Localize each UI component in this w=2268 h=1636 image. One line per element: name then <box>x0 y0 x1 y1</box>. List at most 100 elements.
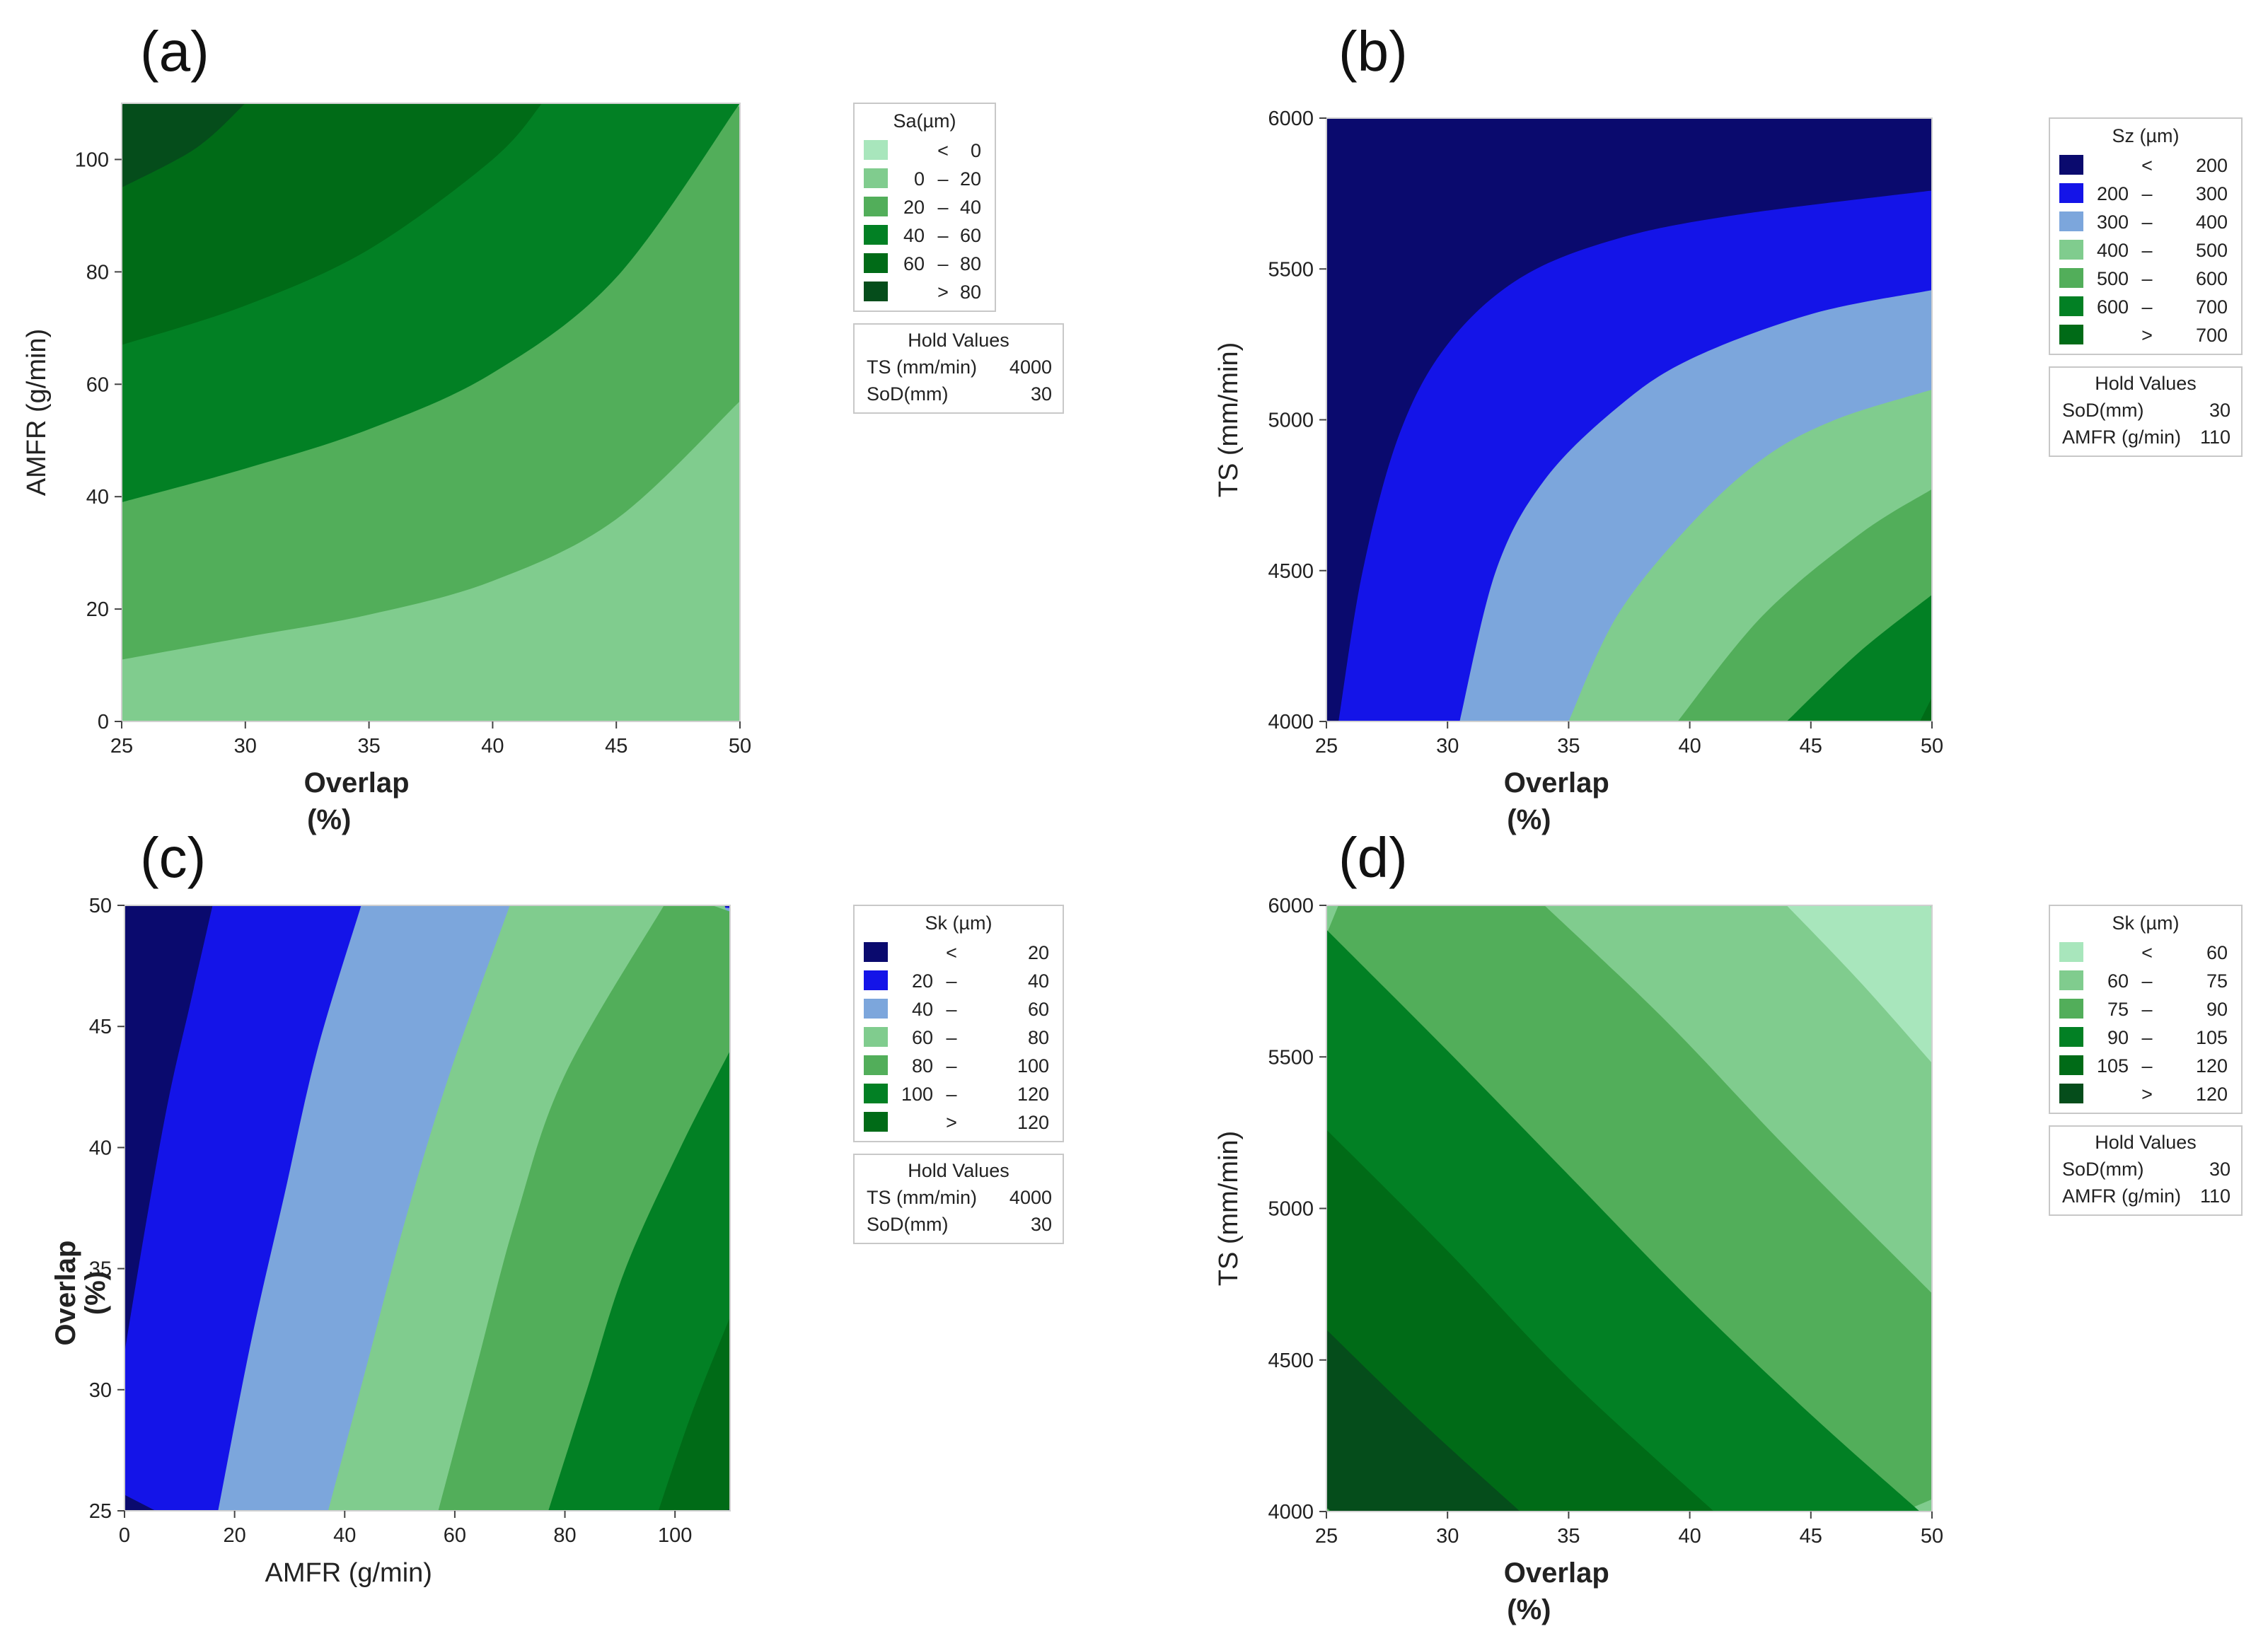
legend-entry: 400– 500 <box>2097 240 2228 261</box>
legend-entry-op: < <box>937 140 949 161</box>
legend-entry-low: 300 <box>2097 211 2129 233</box>
legend-entry-high: 120 <box>2196 1084 2228 1105</box>
hold-value-name: SoD(mm) <box>2062 1159 2144 1180</box>
legend-swatch <box>2059 970 2083 990</box>
legend-entry-high: 80 <box>960 253 981 274</box>
legend-entry-high: 60 <box>1028 999 1049 1020</box>
y-tick-label: 4500 <box>1268 560 1314 583</box>
x-tick-label: 50 <box>1921 735 1943 758</box>
legend-swatch <box>2059 942 2083 962</box>
legend-entry: <200 <box>2141 155 2228 176</box>
legend-entry-high: 600 <box>2196 268 2228 289</box>
legend-entry-low: 60 <box>912 1027 933 1048</box>
legend-entry-op: – <box>2141 296 2152 318</box>
x-tick-label: 25 <box>1315 1525 1338 1548</box>
legend-entry: 60–80 <box>903 253 981 274</box>
legend-entry: 20– 40 <box>912 970 1049 992</box>
contour-regions <box>125 905 730 1511</box>
x-tick-label: 35 <box>1557 735 1580 758</box>
legend-entry-op: < <box>946 942 957 963</box>
panel-d: 25 30 35 40 45 50 4000 4500 5000 5500 6000 (d) Overl… <box>1214 826 2243 1625</box>
x-tick-label: 30 <box>1436 735 1459 758</box>
hold-value: 4000 <box>1009 1187 1052 1208</box>
legend-entry-high: 60 <box>2206 942 2228 963</box>
y-axis-label: TS (mm/min) <box>1214 1131 1244 1287</box>
hold-value: 4000 <box>1009 356 1052 378</box>
legend-box <box>853 905 1064 1142</box>
y-axis-unit: (%) <box>80 1271 111 1315</box>
legend-box <box>2049 117 2243 355</box>
hold-value-name: AMFR (g/min) <box>2062 427 2181 448</box>
contour-band-600 <box>1786 594 1932 721</box>
legend-entry-high: 400 <box>2196 211 2228 233</box>
legend-entry-op: – <box>946 1084 956 1105</box>
legend-entry-high: 700 <box>2196 296 2228 318</box>
y-tick-label: 50 <box>89 895 112 917</box>
legend-swatch <box>2059 1027 2083 1047</box>
hold-values-frame <box>2049 366 2243 457</box>
contour-band-105 <box>1326 1130 1714 1512</box>
y-tick-label: 0 <box>98 711 109 733</box>
x-tick-label: 25 <box>1315 735 1338 758</box>
legend-swatch <box>864 970 888 990</box>
legend-entry: 90– 105 <box>2107 1027 2228 1048</box>
legend-entry: 0–20 <box>914 168 981 190</box>
y-tick-label: 25 <box>89 1500 112 1523</box>
legend-entry: 75– 90 <box>2107 999 2228 1020</box>
x-tick-label: 35 <box>1557 1525 1580 1548</box>
x-tick-label: 30 <box>234 735 257 758</box>
hold-values-box: Hold Values SoD(mm) 30 AMFR (g/min) 110 <box>2049 366 2243 457</box>
y-tick-label: 35 <box>89 1258 112 1281</box>
panel-label: (d) <box>1338 826 1408 889</box>
legend: Sz (µm)< 200200–300300–400400–500500–6006… <box>2049 117 2243 355</box>
legend-entry-high: 120 <box>1017 1084 1049 1105</box>
legend-entry-op: – <box>946 970 956 992</box>
legend-swatch <box>864 1112 888 1132</box>
legend-entry: <20 <box>946 942 1049 963</box>
x-axis-unit: (%) <box>307 804 351 835</box>
legend-entry-op: – <box>2141 268 2152 289</box>
legend-swatch <box>864 140 888 160</box>
legend-entry-op: < <box>2141 942 2153 963</box>
x-tick-label: 20 <box>224 1524 246 1547</box>
contour-band-120 <box>658 1317 730 1511</box>
legend-title: Sa(µm) <box>893 110 956 132</box>
legend-entry-op: – <box>946 999 956 1020</box>
legend-entry-op: – <box>937 197 948 218</box>
legend-entry-low: 80 <box>912 1055 933 1077</box>
hold-values-title: Hold Values <box>2095 1132 2197 1153</box>
x-tick-label: 45 <box>1800 1525 1822 1548</box>
legend-entry-high: 60 <box>960 225 981 246</box>
legend-entry: 80– 100 <box>912 1055 1049 1077</box>
legend-swatch <box>864 1055 888 1075</box>
legend-swatch <box>2059 240 2083 260</box>
y-axis-label: Overlap <box>50 1241 81 1346</box>
hold-value: 30 <box>2209 1159 2231 1180</box>
legend-entry-high: 40 <box>960 197 981 218</box>
legend-entry: <60 <box>2141 942 2228 963</box>
y-tick-label: 40 <box>89 1137 112 1159</box>
legend-swatch <box>864 942 888 962</box>
legend-swatch <box>2059 155 2083 175</box>
x-tick-label: 40 <box>481 735 504 758</box>
legend-entry-high: 80 <box>960 282 981 303</box>
y-tick-label: 80 <box>86 261 109 284</box>
y-tick-label: 5500 <box>1268 258 1314 281</box>
legend-swatch <box>2059 183 2083 203</box>
y-tick-label: 20 <box>86 598 109 621</box>
x-tick-label: 45 <box>1800 735 1822 758</box>
legend-entry-low: 20 <box>912 970 933 992</box>
hold-values-title: Hold Values <box>908 1160 1009 1181</box>
y-tick-label: 5000 <box>1268 1198 1314 1221</box>
legend-entry-low: 200 <box>2097 183 2129 204</box>
legend-entry-low: 105 <box>2097 1055 2129 1077</box>
x-axis-unit: (%) <box>1507 804 1551 835</box>
legend-swatch <box>2059 1055 2083 1075</box>
legend-entry-high: 20 <box>960 168 981 190</box>
legend-entry-op: – <box>2141 240 2152 261</box>
legend-entry: 60– 75 <box>2107 970 2228 992</box>
legend-entry-high: 40 <box>1028 970 1049 992</box>
legend-entry-high: 700 <box>2196 325 2228 346</box>
